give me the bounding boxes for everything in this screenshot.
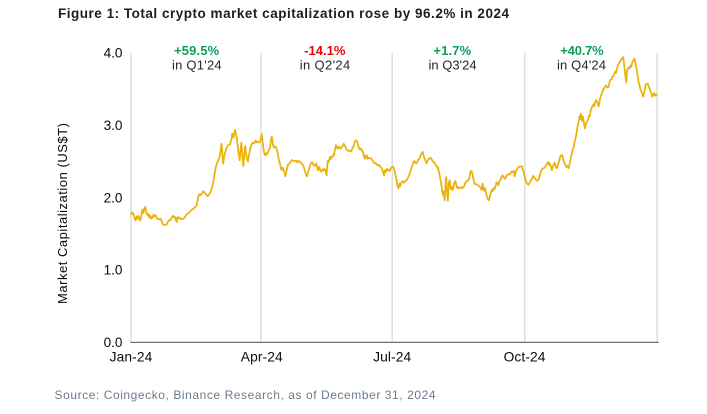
svg-text:2.0: 2.0 <box>104 190 123 205</box>
svg-text:Figure 1: Total crypto market: Figure 1: Total crypto market capitaliza… <box>58 6 509 21</box>
svg-text:4.0: 4.0 <box>104 46 123 61</box>
svg-text:in Q2'24: in Q2'24 <box>300 58 350 73</box>
svg-text:+40.7%: +40.7% <box>560 43 604 58</box>
svg-text:in Q4'24: in Q4'24 <box>557 58 606 73</box>
svg-text:0.0: 0.0 <box>104 335 123 350</box>
svg-text:3.0: 3.0 <box>104 118 123 133</box>
svg-text:Jan-24: Jan-24 <box>110 349 153 364</box>
svg-text:in Q3'24: in Q3'24 <box>428 58 476 73</box>
svg-text:Apr-24: Apr-24 <box>241 349 283 364</box>
svg-text:+1.7%: +1.7% <box>433 43 471 58</box>
svg-text:1.0: 1.0 <box>104 263 123 278</box>
svg-text:-14.1%: -14.1% <box>304 43 346 58</box>
svg-text:Oct-24: Oct-24 <box>504 349 546 364</box>
svg-text:Jul-24: Jul-24 <box>373 349 411 364</box>
svg-text:Source: Coingecko, Binance Res: Source: Coingecko, Binance Research, as … <box>55 388 436 402</box>
svg-text:Market Capitalization (US$T): Market Capitalization (US$T) <box>55 123 70 304</box>
svg-text:+59.5%: +59.5% <box>174 43 220 58</box>
svg-text:in Q1'24: in Q1'24 <box>172 58 222 73</box>
